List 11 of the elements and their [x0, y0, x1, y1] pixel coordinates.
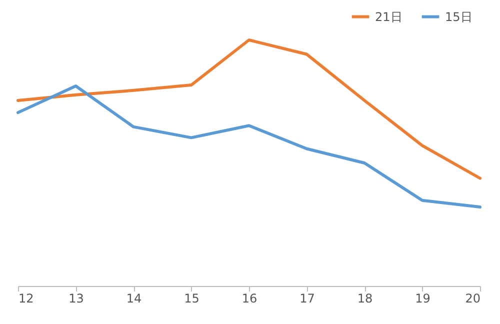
x-tick-label: 13: [68, 292, 84, 306]
x-tick-label: 18: [357, 292, 373, 306]
x-tick-label: 16: [242, 292, 258, 306]
legend-label: 21日: [375, 10, 402, 24]
x-tick-label: 14: [126, 292, 142, 306]
x-tick-label: 20: [465, 292, 480, 306]
x-tick-label: 19: [415, 292, 430, 306]
x-tick-label: 12: [18, 292, 34, 306]
legend-label: 15日: [445, 10, 472, 24]
x-tick-label: 17: [300, 292, 315, 306]
x-tick-label: 15: [184, 292, 200, 306]
